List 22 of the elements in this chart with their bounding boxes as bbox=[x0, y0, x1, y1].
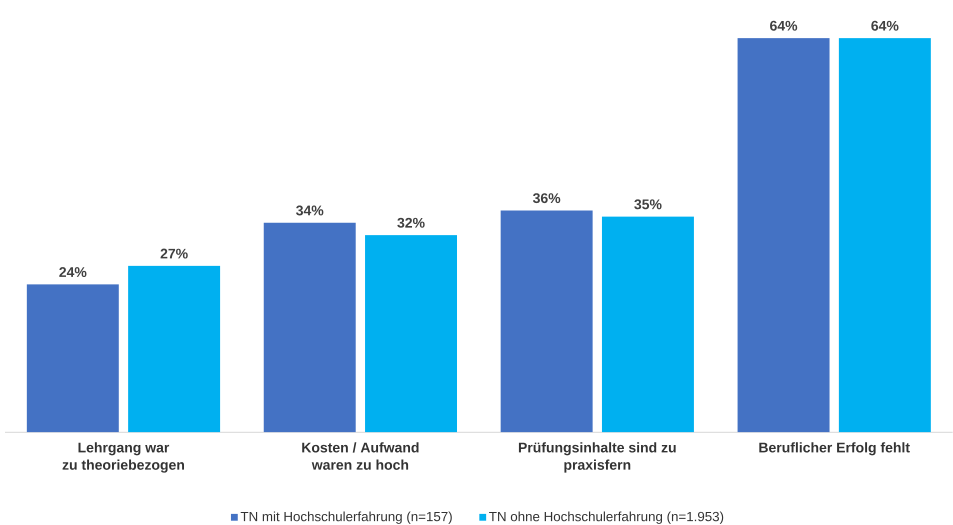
bar bbox=[365, 235, 458, 432]
bar bbox=[264, 222, 356, 432]
legend-label: TN mit Hochschulerfahrung (n=157) bbox=[240, 511, 452, 524]
data-label: 35% bbox=[634, 199, 662, 210]
x-tick-label: Lehrgang war zu theoriebezogen bbox=[62, 442, 184, 473]
data-label: 32% bbox=[397, 218, 425, 228]
data-label: 36% bbox=[532, 193, 560, 204]
x-tick-label: Prüfungsinhalte sind zu praxisfern bbox=[518, 442, 676, 473]
bar bbox=[738, 38, 830, 432]
data-label: 34% bbox=[296, 205, 324, 216]
bar bbox=[500, 210, 593, 432]
bar bbox=[128, 266, 220, 432]
bar bbox=[602, 216, 694, 432]
bar bbox=[838, 38, 931, 432]
x-tick-label: Beruflicher Erfolg fehlt bbox=[759, 442, 910, 456]
bar bbox=[26, 284, 119, 432]
data-label: 64% bbox=[871, 20, 898, 31]
x-tick-label: Kosten / Aufwand waren zu hoch bbox=[302, 442, 419, 470]
legend-label: TN ohne Hochschulerfahrung (n=1.953) bbox=[489, 511, 724, 524]
data-label: 27% bbox=[160, 248, 188, 258]
data-label: 64% bbox=[770, 20, 798, 31]
data-label: 24% bbox=[59, 267, 86, 277]
